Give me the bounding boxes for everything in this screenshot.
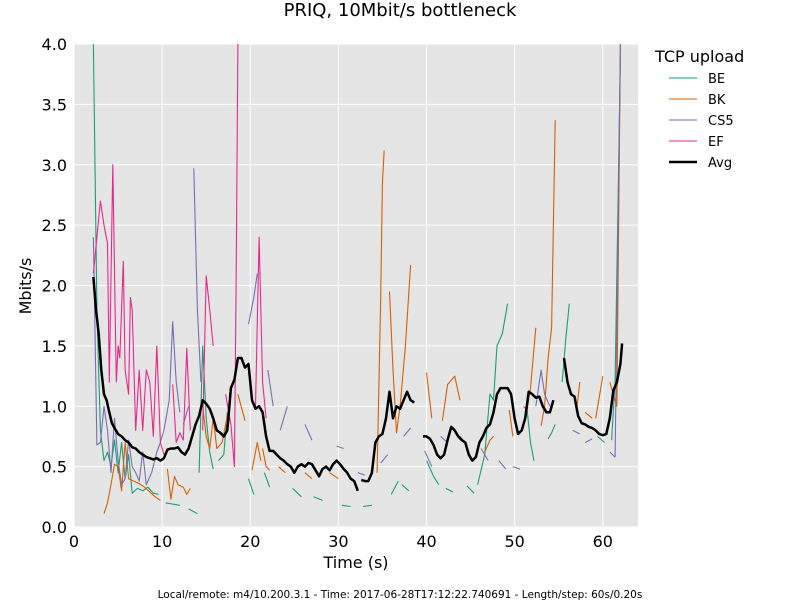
series-bk-segment-16 [540,120,556,426]
series-cs5-segment-11 [424,450,433,467]
series-bk-segment-1 [166,468,191,500]
series-cs5-segment-9 [380,454,389,464]
series-bk-segment-19 [595,376,604,419]
series-bk-segment-8 [329,472,339,480]
series-bk-segment-4 [251,441,262,471]
series-cs5-segment-20 [609,44,621,458]
series-be-segment-11 [390,480,399,495]
y-tick-5: 2.5 [42,216,67,235]
legend-label-bk: BK [708,93,726,108]
series-avg-segment-2 [423,386,555,462]
series-bk-segment-3 [237,394,246,421]
series-be-segment-6 [263,472,271,488]
series-bk-segment-6 [278,466,286,474]
legend-label-ef: EF [708,135,724,150]
series-avg [92,276,624,492]
y-tick-7: 3.5 [42,95,67,114]
series-bk-segment-13 [484,436,494,453]
series-be-segment-7 [292,488,302,498]
series-ef-segment-1 [172,347,191,444]
series-cs5-segment-17 [535,369,551,407]
series-cs5-segment-3 [247,273,258,325]
y-tick-labels: 0.0 0.5 1.0 1.5 2.0 2.5 3.0 3.5 4.0 [42,35,67,537]
series-be-segment-10 [362,504,372,508]
y-tick-6: 3.0 [42,156,67,175]
series-be-segment-19 [561,303,570,383]
series-be-segment-2 [188,508,198,515]
series-bk-segment-10 [388,264,412,434]
series-cs5-segment-4 [267,369,274,407]
series-avg-segment-0 [92,276,359,492]
y-tick-1: 0.5 [42,458,67,477]
series-bk-segment-14 [508,409,514,437]
series-cs5-segment-18 [572,429,581,435]
y-tick-0: 0.0 [42,518,67,537]
y-tick-4: 2.0 [42,277,67,296]
x-tick-4: 40 [416,532,436,551]
series-cs5-segment-14 [480,448,489,461]
x-axis-label: Time (s) [322,553,388,572]
series-be-segment-12 [401,484,410,492]
series-layer [92,44,624,515]
series-cs5-segment-5 [279,406,288,431]
series-be-segment-4 [218,412,228,461]
x-tick-3: 30 [328,532,348,551]
series-be-segment-13 [425,460,440,485]
y-tick-2: 1.0 [42,397,67,416]
series-cs5-segment-10 [403,427,412,437]
series-be-segment-1 [165,502,180,506]
series-bk-segment-7 [304,472,313,480]
y-tick-8: 4.0 [42,35,67,54]
series-avg-segment-3 [562,343,624,437]
series-bk-segment-9 [376,150,385,473]
chart-title: PRIQ, 10Mbit/s bottleneck [284,0,517,21]
y-tick-3: 1.5 [42,337,67,356]
series-cs5-segment-8 [357,472,365,476]
series-cs5-segment-19 [584,438,593,443]
legend-label-be: BE [708,72,725,87]
series-be-segment-15 [466,485,475,494]
series-bk-segment-11 [425,372,433,419]
x-tick-6: 60 [593,532,613,551]
legend-label-cs5: CS5 [708,114,734,129]
legend-title: TCP upload [654,47,744,66]
x-tick-0: 0 [69,532,79,551]
series-bk-segment-12 [441,375,461,421]
legend-label-avg: Avg [708,156,732,171]
x-tick-labels: 0 10 20 30 40 50 60 [69,532,613,551]
series-be-segment-14 [445,487,454,493]
series-ef-segment-0 [92,164,165,455]
series-avg-segment-1 [360,390,415,483]
footer-text: Local/remote: m4/10.200.3.1 - Time: 2017… [158,589,643,600]
series-cs5 [92,44,621,486]
series-cs5-segment-7 [336,445,344,450]
series-be-segment-0 [92,44,159,495]
series-cs5-segment-0 [92,237,181,486]
legend: TCP upload BE BK CS5 EF Avg [654,47,744,171]
series-be-segment-18 [547,424,556,440]
series-ef-segment-2 [202,275,214,431]
x-tick-5: 50 [504,532,524,551]
series-be-segment-8 [313,496,323,501]
series-be-segment-9 [341,504,351,508]
series-cs5-segment-6 [304,424,313,441]
series-be-segment-3 [198,345,214,473]
series-be-segment-17 [526,408,535,461]
series-cs5-segment-2 [193,168,202,383]
series-cs5-segment-16 [512,466,521,470]
series-cs5-segment-15 [498,460,507,470]
series-bk-segment-18 [584,411,593,419]
x-tick-1: 10 [152,532,172,551]
y-axis-label: Mbits/s [16,258,35,315]
series-be-segment-5 [247,478,255,495]
series-ef-segment-4 [254,236,267,419]
series-bk-segment-5 [262,448,270,471]
series-be-segment-20 [597,435,605,443]
x-tick-2: 20 [240,532,260,551]
